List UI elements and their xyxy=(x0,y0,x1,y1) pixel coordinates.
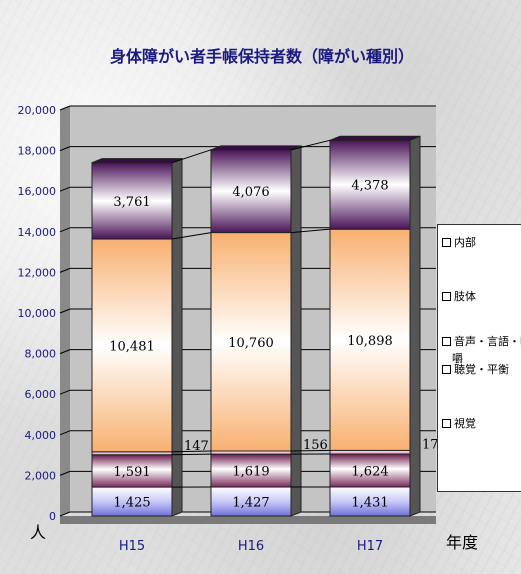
legend-item-internal: 内部 xyxy=(442,236,521,250)
gridline-depth xyxy=(59,308,71,314)
data-labels: 1,425 1,591 147 10,481 3,761 1,427 1,619 156 10,… xyxy=(109,179,447,511)
connector-line xyxy=(171,453,212,456)
bar-segment xyxy=(210,149,292,234)
bar-segment xyxy=(91,454,173,488)
connector-line xyxy=(290,139,331,151)
y-tick-label: 4,000 xyxy=(25,429,57,442)
gridline-depth xyxy=(59,430,71,436)
legend-item-limb: 肢体 xyxy=(442,290,521,304)
x-tick-label: H16 xyxy=(238,539,264,554)
bar-segment xyxy=(210,453,292,488)
y-tick-label: 2,000 xyxy=(25,469,57,482)
y-tick-label: 8,000 xyxy=(25,348,57,361)
x-axis-ticks: H15 H16 H17 xyxy=(119,539,383,554)
floor xyxy=(60,516,436,524)
data-label: 10,898 xyxy=(347,334,393,349)
bar-side-face xyxy=(171,157,183,517)
gridline-depth xyxy=(59,470,71,476)
bar-segment xyxy=(329,228,411,451)
legend-swatch xyxy=(442,418,451,428)
bar-segment xyxy=(91,486,173,517)
connector-line xyxy=(171,450,212,453)
gridline-depth xyxy=(59,267,71,273)
x-tick-label: H17 xyxy=(357,539,383,554)
data-label: 4,378 xyxy=(351,179,388,194)
y-tick-label: 16,000 xyxy=(18,185,57,198)
gridline-depth xyxy=(59,105,71,111)
gridline-depth xyxy=(59,186,71,192)
bar-segment xyxy=(329,449,411,455)
bar-segment xyxy=(210,232,292,452)
bars xyxy=(91,135,421,517)
data-label: 1,624 xyxy=(351,464,388,479)
gridline-depth xyxy=(59,146,71,152)
data-label: 1,619 xyxy=(232,465,269,480)
data-label: 1,431 xyxy=(351,495,388,510)
data-label: 147 xyxy=(184,439,209,454)
bar-top-face xyxy=(210,145,302,151)
y-tick-label: 10,000 xyxy=(18,307,57,320)
data-label: 1,591 xyxy=(113,465,150,480)
connector-line xyxy=(290,228,331,234)
y-tick-label: 6,000 xyxy=(25,388,57,401)
gridline-depth xyxy=(59,511,71,517)
connector-line xyxy=(171,149,212,164)
y-tick-label: 18,000 xyxy=(18,145,57,158)
series-connectors xyxy=(171,139,331,488)
bar-top-face xyxy=(329,135,421,141)
y-tick-label: 14,000 xyxy=(18,226,57,239)
legend-swatch xyxy=(442,291,451,301)
data-label: 10,760 xyxy=(228,336,274,351)
data-label: 4,076 xyxy=(232,185,269,200)
bar-top-face xyxy=(91,158,183,164)
connector-line xyxy=(171,232,212,240)
legend: 内部 肢体 音声・言語・咀 嚼 聴覚・平衡 視覚 xyxy=(437,224,521,492)
legend-swatch xyxy=(442,237,451,247)
data-label: 1,427 xyxy=(232,496,269,511)
y-axis-ticks: 0 2,000 4,000 6,000 8,000 10,000 12,000 14,000 1… xyxy=(18,104,57,523)
bar-segment xyxy=(91,238,173,453)
data-label: 10,481 xyxy=(109,339,155,354)
y-tick-label: 0 xyxy=(49,510,56,523)
connector-line xyxy=(290,449,331,452)
legend-item-voice: 音声・言語・咀 xyxy=(442,335,521,349)
bar-segment xyxy=(329,486,411,517)
chart-title: 身体障がい者手帳保持者数（障がい種別） xyxy=(110,47,414,66)
data-label: 156 xyxy=(303,438,328,453)
gridline-depth xyxy=(59,389,71,395)
gridline-depth xyxy=(59,349,71,355)
bar-side-face xyxy=(409,135,421,517)
legend-item-hearing: 聴覚・平衡 xyxy=(442,363,521,377)
data-label: 1,425 xyxy=(113,496,150,511)
x-axis-label: 年度 xyxy=(446,533,478,552)
bar-segment xyxy=(91,162,173,240)
x-tick-label: H15 xyxy=(119,539,145,554)
legend-item-voice-cont: 嚼 xyxy=(452,352,463,365)
data-label: 3,761 xyxy=(113,195,150,210)
legend-swatch xyxy=(442,364,451,374)
gridline-depth xyxy=(59,227,71,233)
y-tick-label: 12,000 xyxy=(18,266,57,279)
legend-swatch xyxy=(442,336,451,346)
y-tick-label: 20,000 xyxy=(18,104,57,117)
legend-item-visual: 視覚 xyxy=(442,417,521,431)
bar-segment xyxy=(210,486,292,517)
y-axis-label: 人 xyxy=(30,523,46,542)
bar-segment xyxy=(329,139,411,230)
bar-side-face xyxy=(290,145,302,517)
